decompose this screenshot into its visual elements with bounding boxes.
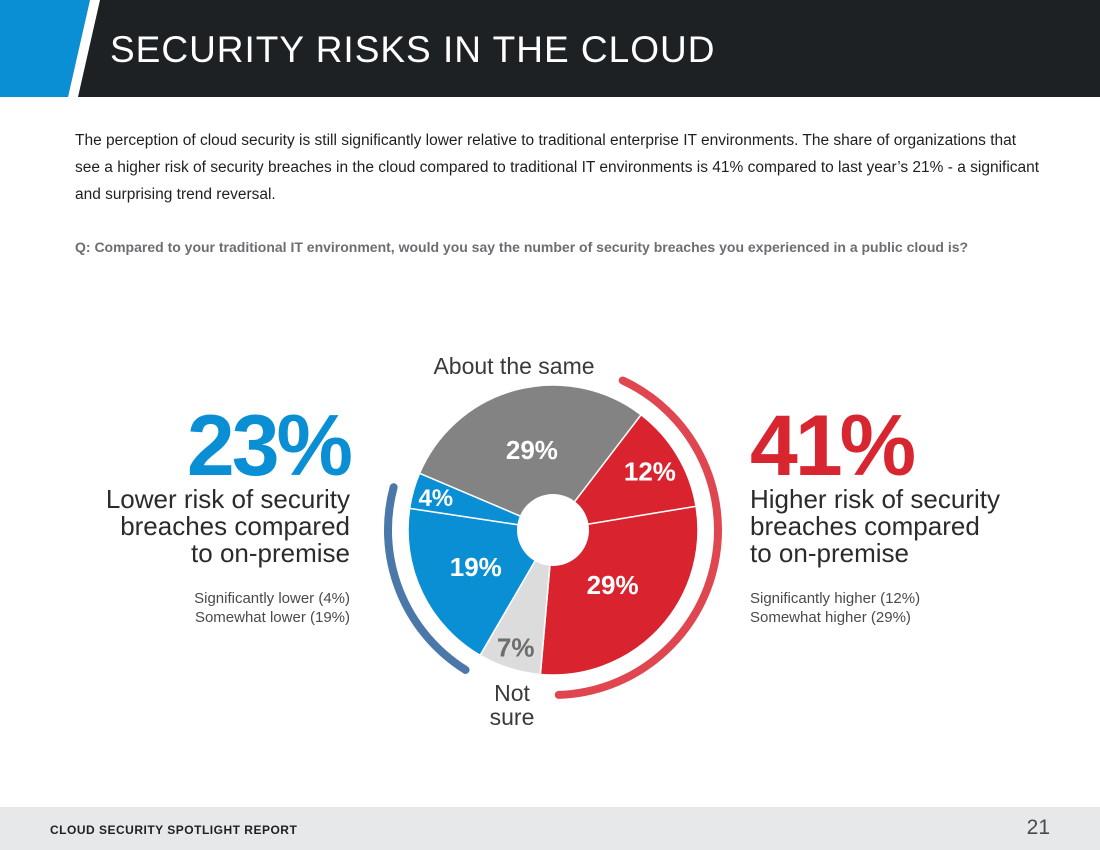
intro-paragraph: The perception of cloud security is stil… [75,132,1040,203]
page-header: SECURITY RISKS IN THE CLOUD [0,0,1100,97]
higher-risk-desc-line: Higher risk of security [750,484,1000,514]
lower-risk-breakdown: Significantly lower (4%) Somewhat lower … [60,589,350,627]
report-name: CLOUD SECURITY SPOTLIGHT REPORT [50,823,298,837]
higher-risk-detail: Somewhat higher (29%) [750,609,911,626]
higher-risk-desc-line: breaches compared [750,511,980,541]
lower-risk-desc-line: to on-premise [191,538,350,568]
lower-risk-arc [384,483,470,674]
label-about-the-same: About the same [433,353,594,379]
data-label-somewhat-lower: 19% [450,552,502,582]
page-title: SECURITY RISKS IN THE CLOUD [110,29,716,70]
pie-slice-significantly-lower [408,472,554,531]
survey-question: Q: Compared to your traditional IT envir… [75,239,969,255]
lower-risk-percent: 23% [186,398,353,494]
lower-risk-summary: 23% Lower risk of security breaches comp… [60,398,353,627]
higher-risk-description: Higher risk of security breaches compare… [750,486,1050,567]
lower-risk-desc-line: breaches compared [120,511,350,541]
label-not-sure: Not [494,680,530,706]
pie-center-hole [517,494,589,566]
data-label-not-sure: 7% [497,633,535,663]
lower-risk-desc-line: Lower risk of security [105,484,350,514]
page-footer: CLOUD SECURITY SPOTLIGHT REPORT 21 [0,807,1100,850]
pie-slice-significantly-higher [551,413,697,532]
higher-risk-summary: 41% Higher risk of security breaches com… [750,400,1050,627]
data-label-somewhat-higher: 29% [587,570,639,600]
page-number: 21 [1026,816,1050,839]
higher-risk-detail: Significantly higher (12%) [750,590,921,607]
higher-risk-desc-line: to on-premise [750,538,909,568]
data-label-about-the-same: 29% [506,435,558,465]
higher-risk-percent: 41% [750,398,916,494]
header-accent-shape [0,0,100,97]
higher-risk-breakdown: Significantly higher (12%) Somewhat high… [750,589,1050,627]
lower-risk-detail: Somewhat lower (19%) [194,609,350,626]
lower-risk-description: Lower risk of security breaches compared… [60,486,350,567]
pie-slice-somewhat-lower [407,507,555,657]
lower-risk-detail: Significantly lower (4%) [194,590,350,607]
higher-risk-arc [554,376,722,699]
data-label-significantly-lower: 4% [418,485,453,512]
pie-slice-about-the-same [418,384,643,531]
data-label-significantly-higher: 12% [624,457,676,487]
label-not-sure: sure [490,704,535,730]
